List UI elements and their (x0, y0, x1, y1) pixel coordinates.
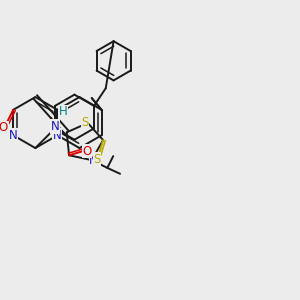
Text: S: S (81, 116, 88, 130)
Text: O: O (82, 145, 92, 158)
Text: S: S (93, 153, 101, 166)
Text: H: H (58, 105, 67, 118)
Text: N: N (89, 154, 98, 166)
Text: N: N (53, 129, 62, 142)
Text: O: O (0, 121, 8, 134)
Text: N: N (51, 120, 59, 133)
Text: N: N (9, 129, 18, 142)
